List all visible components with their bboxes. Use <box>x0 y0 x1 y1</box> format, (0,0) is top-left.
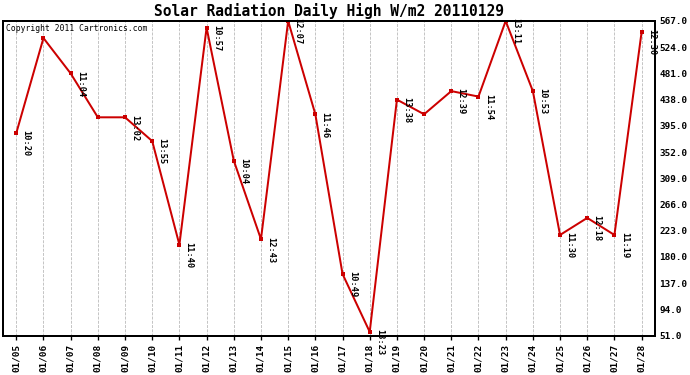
Text: 11:04: 11:04 <box>76 71 85 97</box>
Text: 11:54: 11:54 <box>484 94 493 120</box>
Text: 12:18: 12:18 <box>593 215 602 242</box>
Text: 13:23: 13:23 <box>375 329 384 356</box>
Text: 11:30: 11:30 <box>565 232 574 258</box>
Text: 10:53: 10:53 <box>538 88 547 115</box>
Text: 12:30: 12:30 <box>647 29 656 56</box>
Text: 13:02: 13:02 <box>130 115 139 141</box>
Text: 13:11: 13:11 <box>511 18 520 45</box>
Text: 12:07: 12:07 <box>293 18 302 45</box>
Text: 13:55: 13:55 <box>157 138 166 165</box>
Text: 12:43: 12:43 <box>266 237 275 263</box>
Text: 10:49: 10:49 <box>348 271 357 297</box>
Text: 11:19: 11:19 <box>620 232 629 258</box>
Text: 13:38: 13:38 <box>402 97 411 123</box>
Text: 10:04: 10:04 <box>239 158 248 184</box>
Text: 11:46: 11:46 <box>321 112 330 138</box>
Text: Copyright 2011 Cartronics.com: Copyright 2011 Cartronics.com <box>6 24 147 33</box>
Text: 12:39: 12:39 <box>457 88 466 115</box>
Text: 10:57: 10:57 <box>212 25 221 51</box>
Text: 10:20: 10:20 <box>21 130 30 157</box>
Text: 11:40: 11:40 <box>185 242 194 268</box>
Title: Solar Radiation Daily High W/m2 20110129: Solar Radiation Daily High W/m2 20110129 <box>154 3 504 19</box>
